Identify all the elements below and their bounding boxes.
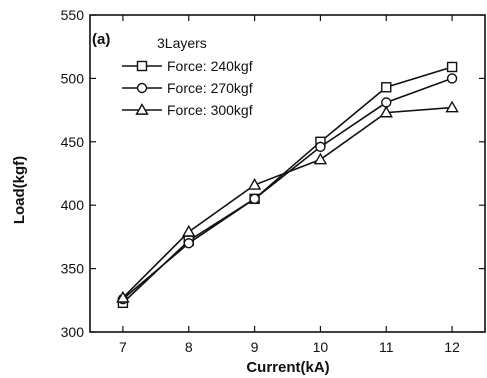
x-tick-label: 9: [251, 339, 259, 355]
data-point-triangle: [247, 178, 262, 190]
axis-ticks: 7 8 9 10 11 12 300 350 400 450 500 550: [61, 7, 485, 355]
data-series: [116, 61, 459, 309]
y-tick-label: 500: [61, 70, 85, 86]
data-point-square: [446, 61, 458, 73]
plot-frame: [89, 14, 486, 333]
data-point-circle: [183, 238, 194, 249]
y-tick-label: 350: [61, 261, 85, 277]
series-3: [116, 100, 459, 303]
series-line: [122, 66, 453, 304]
y-tick-label: 450: [61, 134, 85, 150]
data-point-square: [381, 82, 392, 93]
plot-border: [89, 14, 486, 333]
legend-item-label: Force: 270kgf: [167, 80, 253, 96]
legend-title: 3Layers: [157, 35, 207, 51]
legend: Force: 240kgf Force: 270kgf Force: 300kgf: [122, 58, 253, 118]
data-point-circle: [381, 97, 392, 108]
data-point-circle: [446, 73, 458, 84]
data-point-triangle: [379, 105, 393, 118]
x-tick-label: 8: [185, 339, 193, 355]
y-tick-label: 300: [61, 324, 85, 340]
legend-item-label: Force: 240kgf: [167, 58, 253, 74]
data-point-triangle: [313, 152, 328, 165]
series-line: [122, 106, 453, 299]
legend-item-label: Force: 300kgf: [167, 102, 253, 118]
data-point-triangle: [445, 100, 459, 113]
x-tick-label: 10: [313, 339, 329, 355]
y-tick-label: 550: [61, 7, 85, 23]
legend-marker-triangle: [135, 103, 149, 115]
data-point-circle: [315, 141, 326, 153]
data-point-triangle: [182, 224, 196, 237]
x-tick-label: 11: [379, 339, 394, 355]
x-tick-label: 12: [444, 339, 460, 355]
x-tick-label: 7: [119, 339, 127, 355]
panel-label: (a): [92, 31, 110, 48]
legend-marker-square: [136, 60, 148, 72]
legend-marker-circle: [136, 82, 148, 94]
x-axis-title: Current(kA): [246, 359, 329, 376]
y-tick-label: 400: [61, 197, 85, 213]
data-point-circle: [249, 193, 260, 205]
series-1: [117, 61, 458, 309]
y-axis-title: Load(kgf): [11, 156, 28, 224]
data-point-triangle: [116, 290, 130, 303]
